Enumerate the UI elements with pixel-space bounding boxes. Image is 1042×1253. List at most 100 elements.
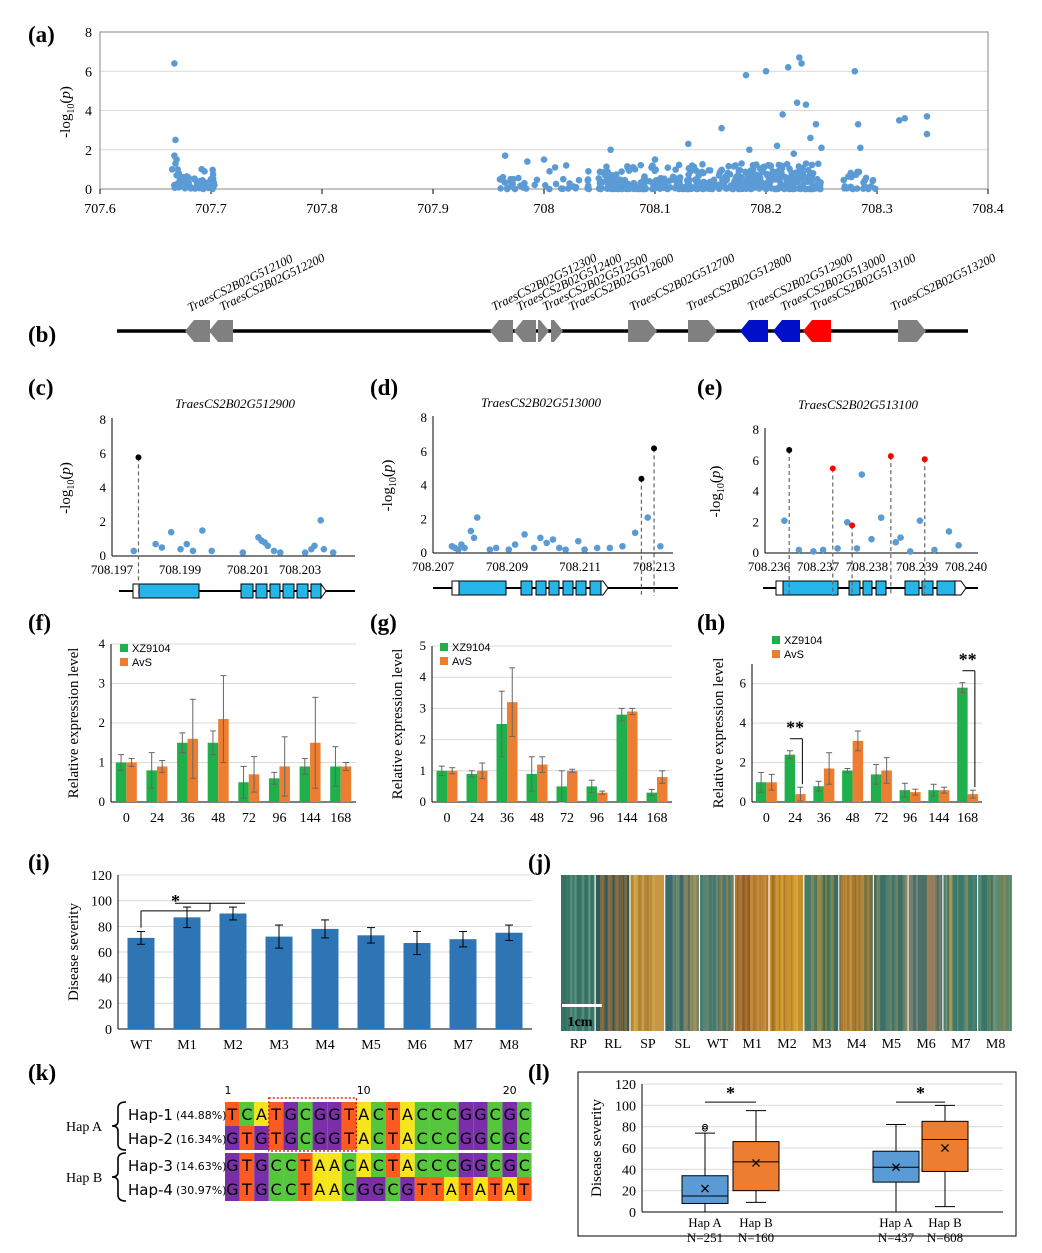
exon (296, 583, 309, 599)
x-tick-label: 72 (874, 811, 888, 826)
haplotype-name: Hap-3 (128, 1157, 173, 1175)
snp-point-bg (786, 165, 793, 173)
panel-c-title: TraesCS2B02G512900 (175, 396, 295, 411)
group-count: N=160 (738, 1230, 774, 1245)
x-tick-label: 0 (123, 811, 130, 826)
x-tick-label: 708.207 (412, 559, 455, 574)
leaf-streak (944, 875, 947, 1031)
y-tick-label: 20 (622, 1185, 636, 1200)
exon (535, 580, 547, 596)
snp-point (562, 162, 570, 169)
leaf-label-SP: SP (640, 1037, 656, 1052)
y-tick-label: 0 (420, 794, 427, 809)
x-tick-label: 48 (211, 811, 225, 826)
y-axis-label: Relative expression level (390, 649, 406, 800)
base-letter: G (328, 1129, 340, 1148)
bar-XZ9104 (177, 742, 188, 802)
y-tick-label: 3 (420, 700, 427, 715)
exon (240, 583, 254, 599)
snp-point-bg (566, 180, 573, 187)
snp-point-bg (808, 161, 816, 169)
leaf-streak (994, 875, 998, 1031)
leaf-streak (895, 875, 898, 1031)
y-tick-label: 6 (740, 676, 747, 691)
bar-AvS (156, 766, 168, 802)
x-tick-label: M4 (315, 1038, 334, 1053)
ylabel-sub: 10 (388, 477, 399, 487)
ylabel-part: ( (58, 475, 74, 480)
utr-3prime (954, 580, 967, 596)
snp-point-bg (701, 179, 708, 187)
leaf-streak (683, 875, 686, 1031)
x-tick-label: 708.236 (748, 559, 791, 574)
snp-point-bg (637, 179, 644, 186)
exon (548, 580, 560, 596)
x-tick-label: 144 (617, 811, 638, 826)
base-letter: C (446, 1105, 457, 1124)
panel-label-f: (f) (28, 610, 51, 635)
ylabel-part: ) (380, 460, 396, 465)
x-tick-label: M6 (407, 1038, 426, 1053)
snp-point-bg (611, 177, 619, 184)
base-cell-G (356, 1177, 371, 1201)
group-count: N=608 (927, 1230, 963, 1245)
snp-point (606, 544, 614, 552)
snp-point (843, 518, 851, 526)
snp-point (644, 514, 652, 521)
x-tick-label: 168 (647, 811, 668, 826)
base-cell-C (517, 1126, 532, 1150)
y-tick-label: 8 (100, 412, 107, 427)
snp-point (807, 134, 814, 142)
x-tick-label: 708.239 (896, 559, 938, 574)
base-cell-T (268, 1126, 284, 1150)
gene-arrow (740, 320, 768, 342)
snp-point (130, 547, 138, 555)
snp-point-bg (649, 185, 656, 193)
leaf-streak (893, 875, 897, 1031)
snp-point (945, 528, 953, 535)
snp-point (593, 544, 601, 552)
base-cell-G (254, 1126, 269, 1150)
group-name: Hap A (879, 1215, 913, 1230)
y-tick-label: 2 (420, 732, 427, 747)
y-tick-label: 0 (740, 794, 747, 809)
y-tick-label: 5 (420, 638, 427, 653)
snp-point-bg (699, 161, 706, 168)
snp-point (812, 120, 820, 128)
snp-point (551, 164, 559, 171)
base-cell-G (312, 1126, 328, 1150)
y-tick-label: 0 (421, 545, 428, 560)
base-cell-G (225, 1153, 240, 1177)
leaf-streak (885, 875, 889, 1031)
y-axis-label: -log10(p) (58, 462, 77, 514)
ylabel-part: -log (58, 113, 74, 138)
leaf-streak (845, 875, 848, 1031)
snp-point-bg (675, 161, 683, 169)
leaf-streak (949, 875, 953, 1031)
severity-bar (173, 917, 201, 1029)
base-letter: G (226, 1156, 238, 1175)
base-cell-T (239, 1177, 255, 1201)
x-tick-label: 168 (330, 811, 351, 826)
mean-marker (892, 1163, 900, 1172)
base-cell-G (502, 1153, 517, 1177)
base-letter: C (373, 1105, 384, 1124)
snp-point-bg (760, 163, 767, 171)
leaf-streak (684, 875, 687, 1031)
bar-XZ9104 (957, 687, 968, 802)
leaf-streak (760, 875, 763, 1031)
y-tick-label: 0 (85, 183, 92, 198)
mean-marker (941, 1144, 949, 1152)
y-tick-label: 6 (753, 453, 760, 468)
leaf-streak (672, 875, 675, 1031)
base-letter: G (460, 1129, 472, 1148)
severity-bar (265, 936, 293, 1029)
base-letter: T (270, 1105, 281, 1124)
bar-AvS (881, 770, 892, 802)
snp-point (779, 111, 786, 118)
leaf-label-RL: RL (604, 1037, 622, 1052)
bar-AvS (537, 764, 548, 802)
snp-point (877, 514, 885, 521)
gene-arrow (628, 320, 657, 342)
